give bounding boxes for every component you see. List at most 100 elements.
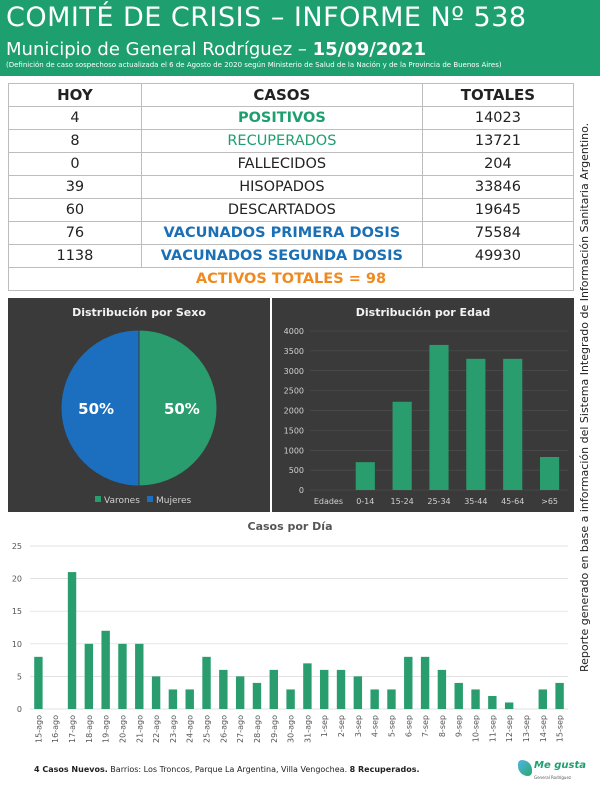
day-bar: [185, 689, 194, 709]
age-bar: [503, 358, 523, 490]
table-row: 60 DESCARTADOS 19645: [8, 198, 575, 222]
footer-note: 4 Casos Nuevos. Barrios: Los Troncos, Pa…: [34, 765, 420, 774]
x-tick-label: 29-ago: [270, 715, 279, 743]
pie-slice-varones: [138, 329, 218, 487]
table-row: 1138 VACUNADOS SEGUNDA DOSIS 49930: [8, 244, 575, 268]
x-tick-label: 16-ago: [51, 715, 60, 743]
x-tick-label: 9-sep: [455, 715, 464, 737]
day-bar: [235, 676, 245, 709]
y-tick-label: 500: [289, 466, 304, 475]
x-tick-label: 27-ago: [236, 715, 245, 743]
x-tick-label: 45-64: [501, 497, 524, 506]
x-tick-label: 0-14: [356, 497, 374, 506]
row-total: 75584: [421, 221, 575, 245]
row-total: 33846: [421, 175, 575, 199]
barrios-note: Barrios: Los Troncos, Parque La Argentin…: [107, 765, 350, 774]
x-tick-label: 15-ago: [34, 715, 43, 743]
pie-slice-mujeres: [60, 329, 140, 487]
y-tick-label: 5: [17, 672, 22, 681]
row-total: 13721: [421, 129, 575, 153]
x-tick-label: 4-sep: [371, 715, 380, 737]
row-hoy: 60: [8, 198, 142, 222]
pie-data-label: 50%: [78, 400, 114, 418]
day-bar: [269, 669, 278, 709]
age-distribution-panel: Distribución por Edad 0 500 1000 1500 2000 25…: [272, 298, 574, 512]
day-bar: [420, 656, 430, 709]
x-tick-label: 2-sep: [337, 715, 346, 737]
x-tick-label: 23-ago: [169, 715, 178, 743]
definition-note: (Definición de caso sospechoso actualiza…: [6, 61, 502, 69]
legend-label: Mujeres: [156, 496, 192, 506]
x-tick-label: 13-sep: [522, 715, 531, 742]
x-tick-label: 26-ago: [219, 715, 228, 743]
municipality-logo: Me gusta General Rodríguez: [518, 758, 586, 788]
age-bar: [392, 401, 412, 490]
x-tick-label: 6-sep: [404, 715, 413, 737]
age-bar: [466, 358, 486, 490]
row-caso: VACUNADOS PRIMERA DOSIS: [140, 221, 423, 245]
table-row: 0 FALLECIDOS 204: [8, 152, 575, 176]
x-tick-label: 15-24: [391, 497, 414, 506]
day-bar: [538, 689, 547, 709]
y-tick-label: 2500: [284, 387, 304, 396]
legend-swatch: [147, 496, 153, 502]
day-bar: [387, 689, 396, 709]
sex-chart-title: Distribución por Sexo: [72, 306, 206, 319]
table-row: 4 POSITIVOS 14023: [8, 106, 575, 130]
row-total: 204: [421, 152, 575, 176]
age-bar-chart: 0 500 1000 1500 2000 2500 3000 3500 4000 Edades 0-…: [284, 327, 568, 506]
day-bar: [67, 572, 77, 709]
age-bar: [539, 457, 560, 490]
x-tick-label: 1-sep: [320, 715, 329, 737]
row-hoy: 1138: [8, 244, 142, 268]
x-tick-label: 10-sep: [472, 715, 481, 742]
report-header: COMITÉ DE CRISIS – INFORME Nº 538 Munici…: [0, 0, 600, 76]
y-tick-label: 10: [12, 640, 22, 649]
day-bar: [320, 669, 329, 709]
x-tick-label: 20-ago: [118, 715, 127, 743]
x-tick-label: 12-sep: [505, 715, 514, 742]
column-header-hoy: HOY: [8, 83, 142, 107]
row-caso: FALLECIDOS: [140, 152, 423, 176]
age-bar: [355, 462, 375, 490]
row-hoy: 0: [8, 152, 142, 176]
logo-text: Me gusta: [534, 760, 586, 771]
day-bar: [504, 702, 514, 709]
x-tick-label: 8-sep: [438, 715, 447, 737]
day-bar: [336, 669, 346, 709]
y-tick-label: 15: [12, 607, 22, 616]
y-tick-label: 0: [17, 705, 22, 714]
day-bar: [454, 682, 463, 709]
sex-distribution-panel: Distribución por Sexo 50% 50% Varones Mujer…: [8, 298, 270, 512]
daily-cases-chart: 0 5 10 15 20 25 15-ago 16-ago 17-ago 18-ago 19-ago…: [12, 542, 568, 743]
row-hoy: 8: [8, 129, 142, 153]
report-subtitle: Municipio de General Rodríguez – 15/09/2…: [6, 39, 426, 60]
sex-pie-chart: 50% 50% Varones Mujeres: [60, 329, 218, 506]
y-tick-label: 0: [299, 486, 304, 495]
day-bar: [488, 695, 497, 709]
report-date: 15/09/2021: [312, 39, 426, 60]
x-category-axis-label: Edades: [314, 497, 343, 506]
table-row: 8 RECUPERADOS 13721: [8, 129, 575, 153]
age-chart-title: Distribución por Edad: [355, 306, 491, 319]
row-total: 49930: [421, 244, 575, 268]
row-caso: DESCARTADOS: [140, 198, 423, 222]
report-title: COMITÉ DE CRISIS – INFORME Nº 538: [6, 2, 527, 33]
x-tick-label: 3-sep: [354, 715, 363, 737]
day-bar: [202, 656, 211, 709]
day-bar: [252, 682, 262, 709]
new-cases-note: 4 Casos Nuevos.: [34, 765, 108, 774]
activos-total: ACTIVOS TOTALES = 98: [8, 267, 574, 291]
y-tick-label: 3500: [284, 347, 304, 356]
logo-subtext: General Rodríguez: [534, 775, 572, 780]
x-tick-label: 21-ago: [135, 715, 144, 743]
y-tick-label: 1000: [284, 446, 304, 455]
x-tick-label: >65: [541, 497, 558, 506]
x-tick-label: 31-ago: [303, 715, 312, 743]
day-bar: [353, 676, 363, 709]
x-tick-label: 11-sep: [488, 715, 497, 742]
day-bar: [84, 643, 94, 709]
y-tick-label: 4000: [284, 327, 304, 336]
row-total: 19645: [421, 198, 575, 222]
pie-data-label: 50%: [164, 400, 200, 418]
